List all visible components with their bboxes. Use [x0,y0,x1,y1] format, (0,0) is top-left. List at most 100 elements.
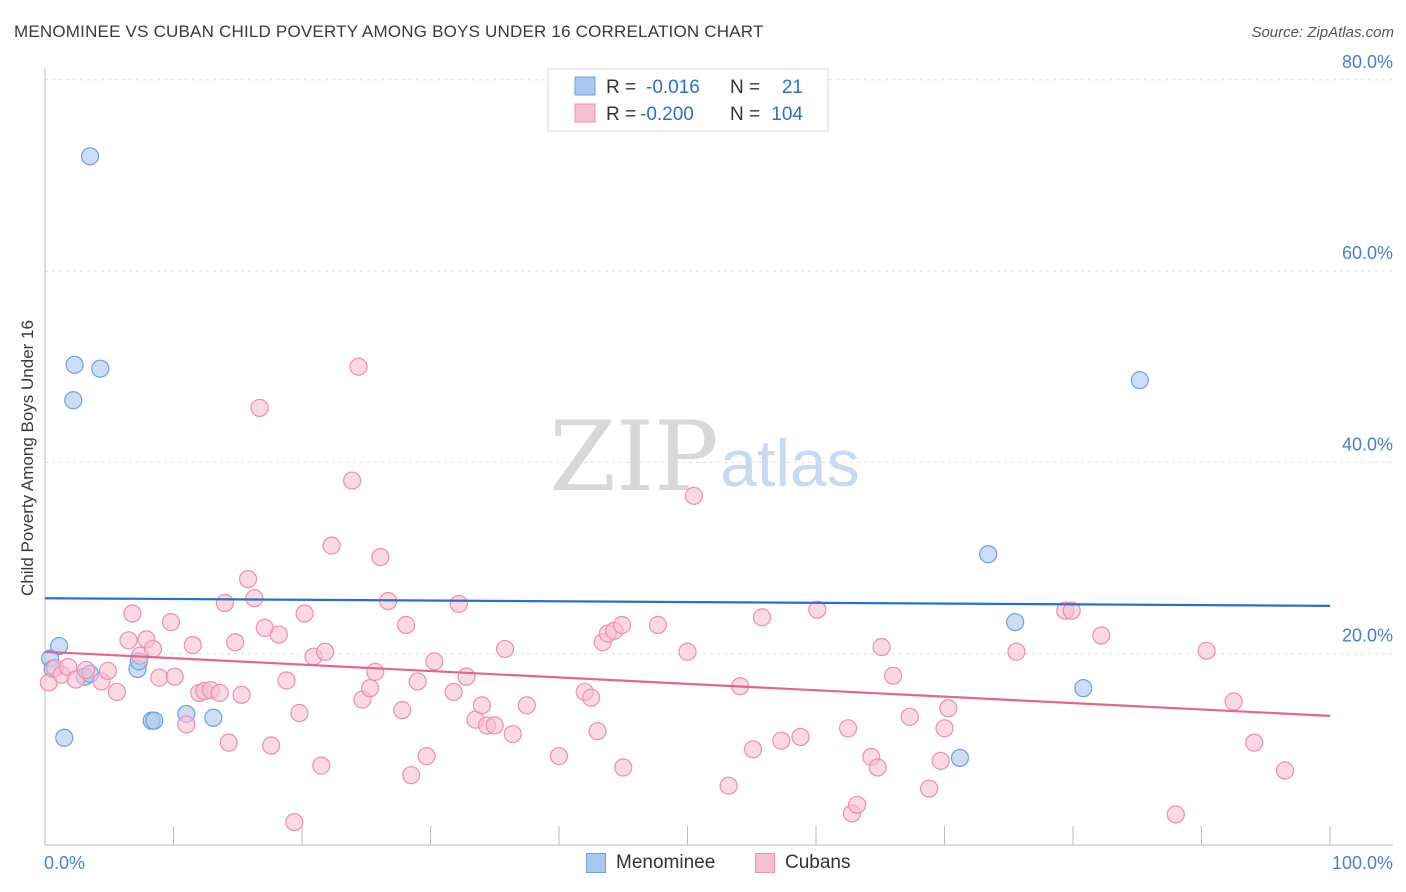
cubans-point [1245,733,1264,752]
cubans-point [232,685,251,704]
cubans-trend-line [44,650,1331,717]
y-tick-label: 20.0% [1342,626,1393,646]
cubans-point [343,471,362,490]
legend-label-menominee: Menominee [616,852,716,873]
cubans-point [402,766,421,785]
menominee-point [1006,613,1025,632]
legend-top: R = -0.016 N = 21 R = -0.200 N = 104 [547,68,829,132]
cubans-point [457,667,476,686]
cubans-point [868,758,887,777]
cubans-point [361,679,380,698]
source-label: Source: ZipAtlas.com [1251,24,1394,41]
cubans-point [684,486,704,505]
menominee-point [204,708,223,727]
legend-n-value: 21 [782,77,803,98]
cubans-point [1224,692,1243,711]
cubans-point [872,637,891,657]
cubans-point [396,615,416,635]
menominee-point [91,359,110,378]
cubans-point [425,652,444,671]
cubans-point [245,589,264,608]
cubans-point [349,357,368,376]
legend-swatch-cubans [755,853,775,873]
cubans-point [393,701,412,720]
menominee-point [65,355,84,374]
menominee-point [80,147,100,166]
grid-lines [45,79,1393,655]
menominee-point [979,545,998,564]
cubans-point [183,635,202,655]
cubans-point [503,724,522,744]
cubans-point [269,625,288,644]
cubans-point [119,631,138,650]
x-tick-label: 0.0% [44,853,85,873]
legend-r-label: R = [606,104,636,125]
cubans-point [417,746,436,766]
y-tick-label: 60.0% [1342,243,1393,263]
legend-r-label: R = [606,77,636,98]
menominee-point [64,391,83,410]
legend-swatch-menominee [574,76,596,96]
cubans-point [250,398,269,417]
cubans-point [143,639,163,659]
cubans-point [752,608,772,627]
cubans-point [588,722,607,741]
x-tick-labels: 0.0% 100.0% [44,853,1393,873]
cubans-point [177,715,196,734]
cubans-point [614,758,633,777]
menominee-point [950,748,970,768]
cubans-point [743,740,763,759]
cubans-point [295,604,314,623]
cubans-point [612,615,632,635]
menominee-point [1074,679,1093,698]
cubans-point [312,756,331,775]
cubans-point [215,593,234,613]
axes [44,68,1393,846]
cubans-point [1166,805,1185,824]
cubans-point [449,594,468,614]
y-tick-label: 80.0% [1342,52,1393,72]
cubans-point [485,716,504,735]
chart-title: MENOMINEE VS CUBAN CHILD POVERTY AMONG B… [14,22,764,41]
cubans-point [472,696,491,715]
cubans-point [322,536,341,555]
cubans-point [931,751,950,770]
cubans-point [1062,601,1081,620]
legend-label-cubans: Cubans [785,852,851,873]
cubans-point [150,668,169,687]
menominee-trend-line [44,597,1331,607]
menominee-point [50,636,69,656]
menominee-point [55,728,74,747]
cubans-point [791,727,810,747]
legend-bottom: Menominee Cubans [0,852,1406,878]
trend-lines [44,597,1331,717]
cubans-point [772,731,791,750]
menominee-point [145,711,164,730]
cubans-point [935,719,954,738]
cubans-point [165,667,184,686]
cubans-point [219,733,238,752]
legend-n-label: N = [730,77,760,98]
cubans-point [1197,641,1216,660]
x-tick-label: 100.0% [1332,853,1393,873]
cubans-point [107,682,127,702]
cubans-point [238,569,258,589]
menominee-point [1130,371,1149,390]
legend-r-value: -0.016 [646,77,700,98]
legend-item-menominee: Menominee [586,852,715,874]
cubans-point [495,639,515,659]
cubans-point [161,613,181,632]
cubans-point [366,662,385,681]
cubans-point [939,699,958,718]
cubans-point [883,666,903,685]
watermark: ZIP atlas [549,401,859,513]
cubans-point [371,547,390,567]
cubans-point [285,812,304,832]
cubans-point [900,707,919,726]
cubans-point [290,703,309,723]
legend-swatch-menominee [586,853,606,873]
cubans-point [98,661,118,681]
y-tick-label: 40.0% [1342,434,1393,454]
cubans-point [316,642,335,661]
